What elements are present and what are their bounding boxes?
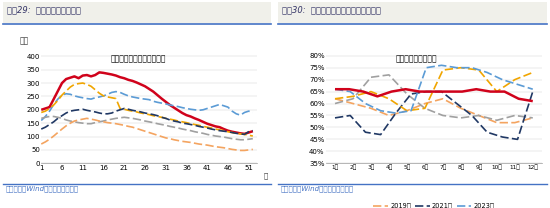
Text: 周: 周 (263, 172, 268, 179)
Text: 库容比：水泥：全国: 库容比：水泥：全国 (396, 54, 437, 63)
Text: 资料来源：Wind，国盛证券研究所: 资料来源：Wind，国盛证券研究所 (280, 186, 354, 192)
Text: 图表30:  过半月全国水泥库容比环比情绪: 图表30: 过半月全国水泥库容比环比情绪 (282, 5, 381, 14)
Text: 万吨: 万吨 (20, 36, 29, 45)
Legend: 2019年, 2020年, 2021年, 2022年, 2023年, 2024年: 2019年, 2020年, 2021年, 2022年, 2023年, 2024年 (373, 203, 494, 208)
Text: 资料来源：Wind，国盛证券研究所: 资料来源：Wind，国盛证券研究所 (6, 186, 79, 192)
Text: 图表29:  过半月沥青延续去库: 图表29: 过半月沥青延续去库 (7, 5, 80, 14)
Text: 国内沥青库存：社库＋厂库: 国内沥青库存：社库＋厂库 (111, 54, 166, 63)
